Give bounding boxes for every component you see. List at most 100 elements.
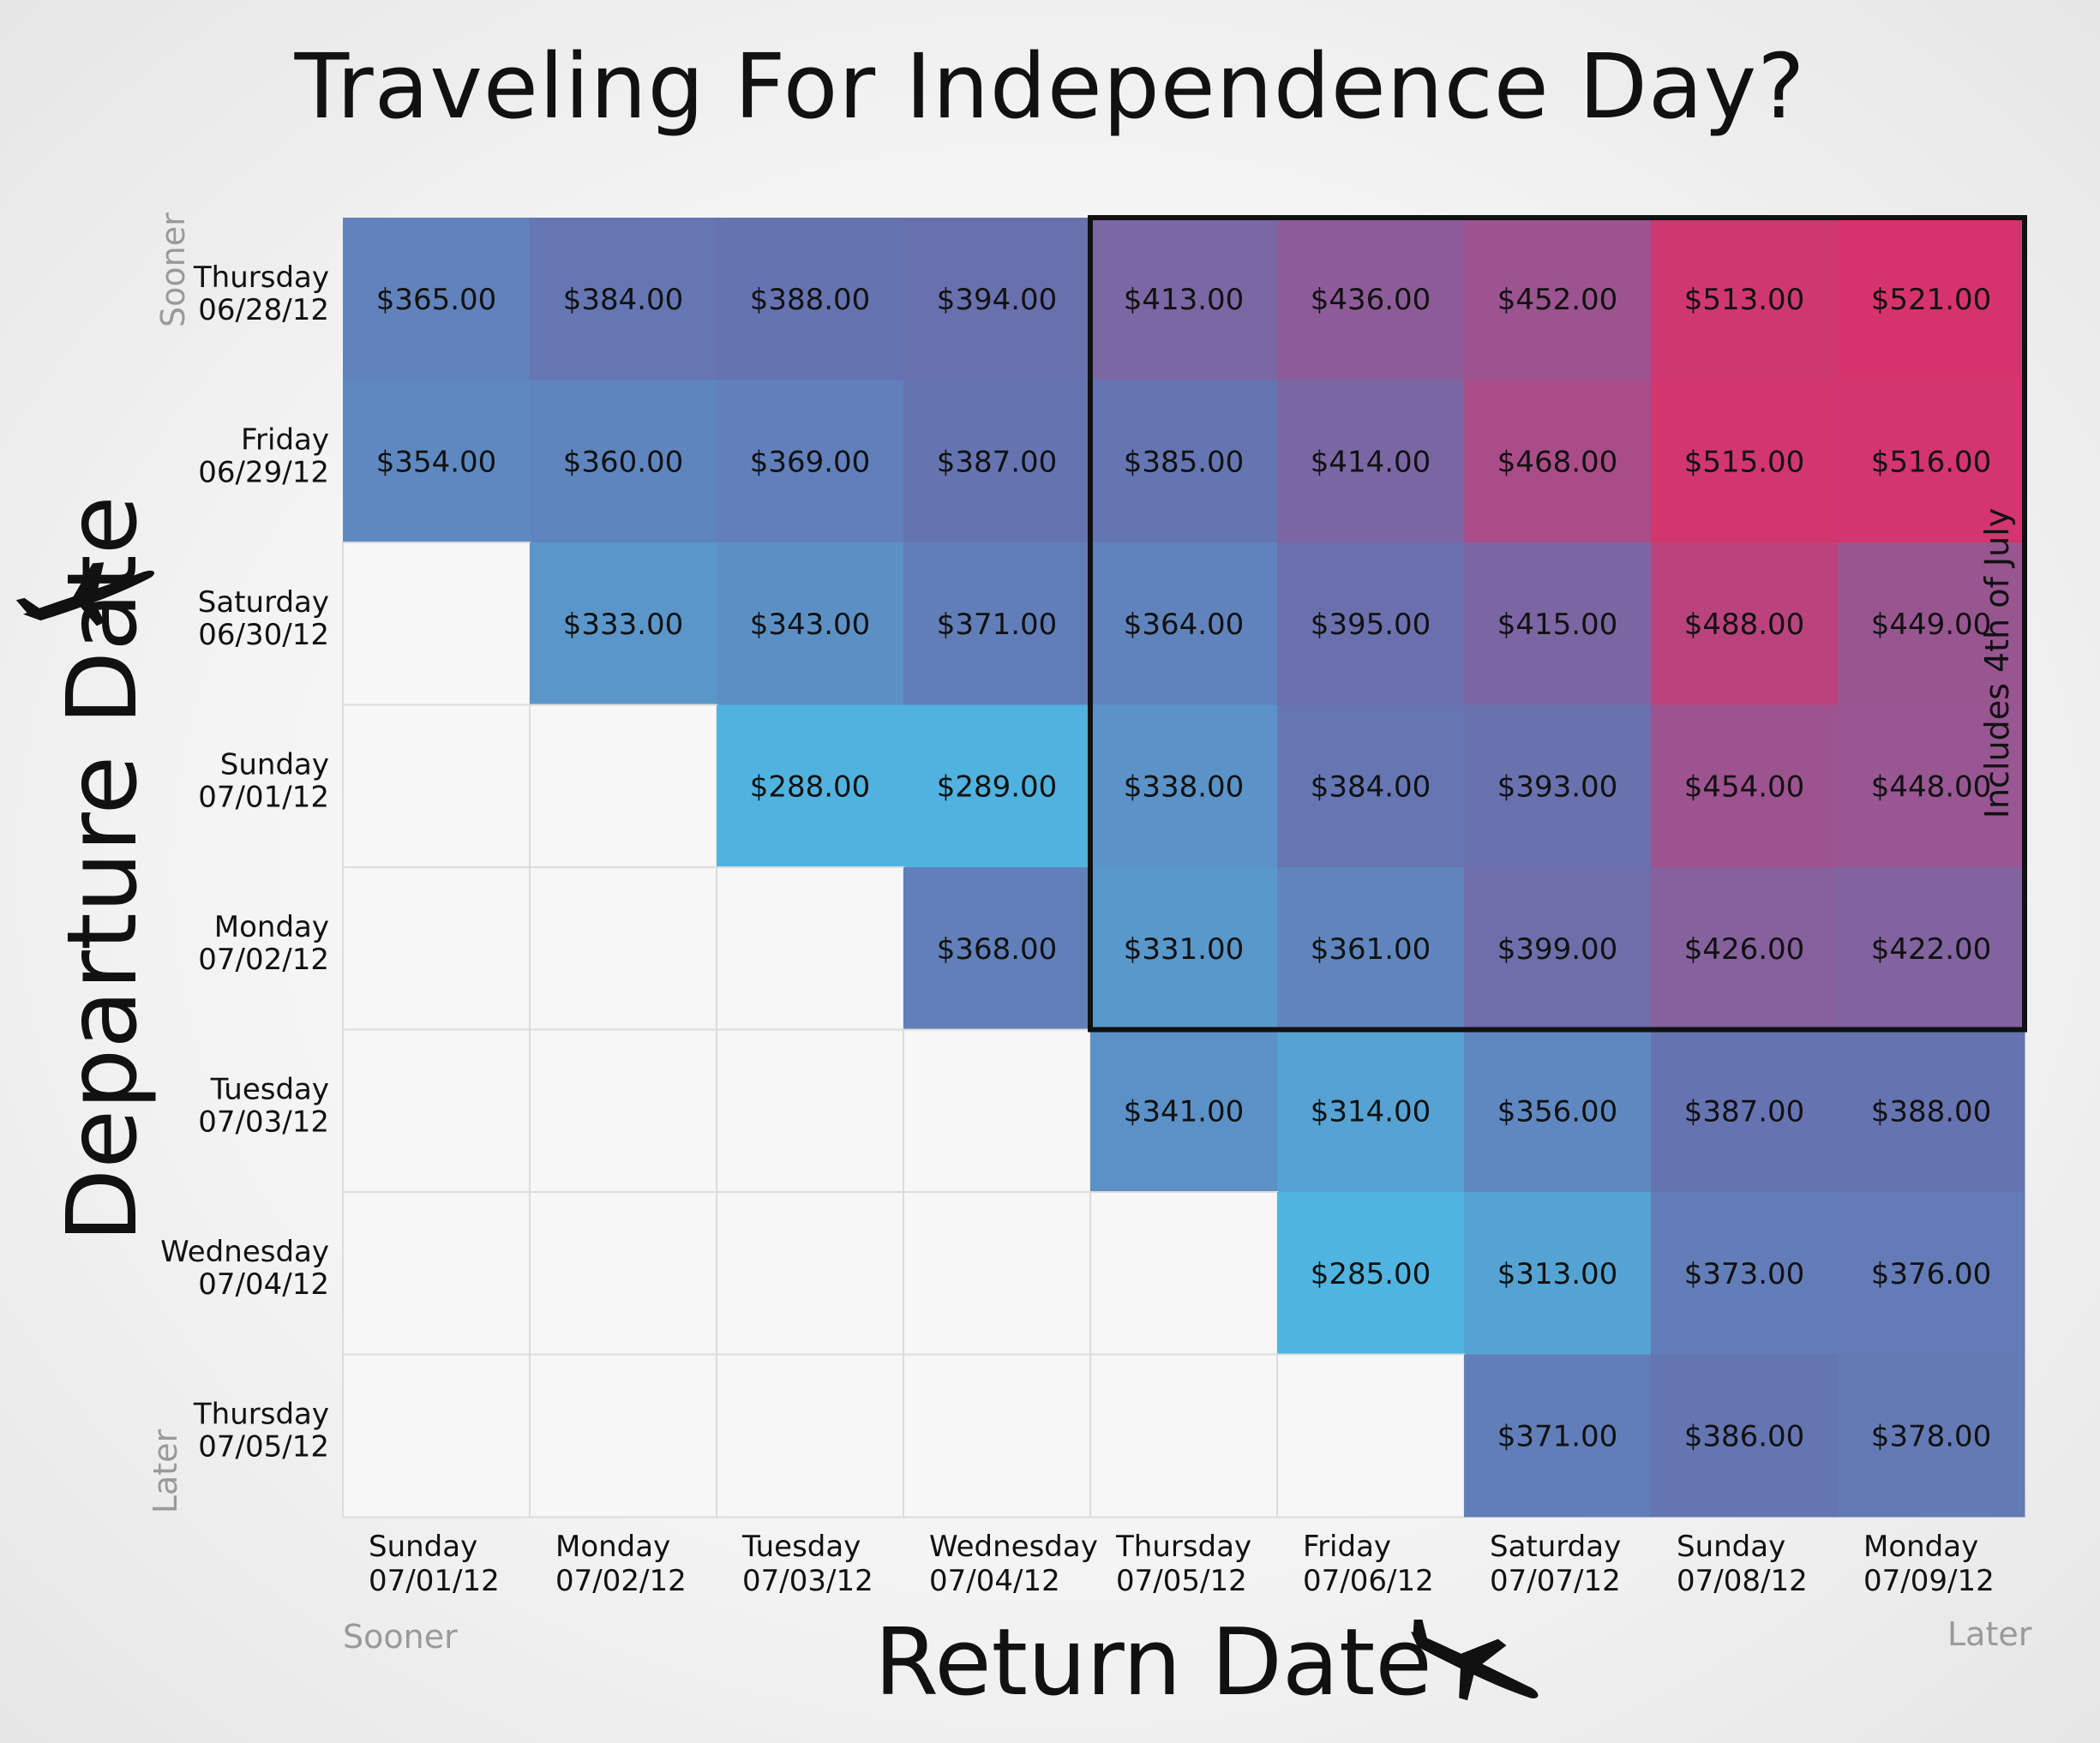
cell-value-label: $388.00 (1871, 1094, 1992, 1129)
x-tick-label-day: Wednesday (929, 1530, 1098, 1564)
cell-value-label: $415.00 (1497, 608, 1618, 642)
heatmap-cell (1090, 704, 1278, 868)
cell-value-label: $516.00 (1871, 445, 1992, 479)
cell-value-label: $488.00 (1684, 608, 1805, 642)
x-sooner-label: Sooner (343, 1618, 458, 1656)
y-tick-label-date: 07/02/12 (198, 943, 329, 977)
y-axis-title: Departure Date (47, 495, 159, 1243)
heatmap-cell (1651, 218, 1839, 380)
heatmap-empty-cell (1276, 1353, 1466, 1518)
cell-value-label: $387.00 (937, 445, 1058, 479)
cell-value-label: $285.00 (1311, 1257, 1431, 1291)
cell-value-label: $384.00 (563, 283, 684, 317)
heatmap-cell (903, 867, 1091, 1030)
cell-value-label: $378.00 (1871, 1419, 1992, 1453)
cell-value-label: $371.00 (937, 608, 1058, 642)
cell-value-label: $414.00 (1311, 445, 1431, 479)
cell-value-label: $338.00 (1124, 770, 1245, 804)
heatmap-cell (717, 380, 904, 543)
heatmap-empty-cell (529, 704, 718, 869)
y-tick-label-date: 07/01/12 (198, 780, 329, 814)
y-tick-label-date: 07/04/12 (198, 1267, 329, 1302)
cell-value-label: $454.00 (1684, 770, 1805, 804)
heatmap-cell (1651, 1029, 1839, 1193)
x-tick-label-date: 07/01/12 (369, 1564, 500, 1598)
y-tick-label-date: 06/30/12 (198, 618, 329, 652)
heatmap-empty-cell (716, 1191, 905, 1356)
cell-value-label: $385.00 (1124, 445, 1245, 479)
x-tick-label-date: 07/05/12 (1116, 1564, 1247, 1598)
heatmap-cell (1464, 1192, 1652, 1355)
heatmap-cell (903, 704, 1091, 868)
y-tick-label-day: Sunday (220, 747, 329, 782)
cell-value-label: $289.00 (937, 770, 1058, 804)
cell-value-label: $413.00 (1124, 283, 1245, 317)
heatmap-empty-cell (903, 1353, 1092, 1518)
x-tick-label-date: 07/07/12 (1490, 1564, 1621, 1598)
y-tick-label-day: Thursday (193, 1397, 329, 1431)
cell-value-label: $388.00 (750, 283, 871, 317)
cell-value-label: $313.00 (1497, 1257, 1618, 1291)
y-sooner-label: Sooner (154, 213, 192, 327)
highlight-box (1088, 215, 2027, 1033)
cell-value-label: $448.00 (1871, 770, 1992, 804)
cell-value-label: $422.00 (1871, 932, 1992, 967)
heatmap-cell (1651, 704, 1839, 868)
heatmap-cell (1090, 218, 1278, 380)
heatmap-cell (1838, 542, 2025, 705)
heatmap-empty-cell (1089, 1191, 1279, 1356)
x-tick-label-day: Tuesday (741, 1530, 861, 1564)
heatmap-empty-cell (342, 542, 531, 706)
heatmap-empty-cell (529, 1028, 718, 1194)
heatmap-cell (1090, 867, 1278, 1030)
y-tick-label-day: Friday (241, 422, 329, 457)
heatmap-cell (1838, 1029, 2025, 1193)
heatmap-cell (1838, 867, 2025, 1030)
cell-value-label: $364.00 (1124, 608, 1245, 642)
cell-value-label: $343.00 (750, 608, 871, 642)
cell-value-label: $384.00 (1311, 770, 1431, 804)
cell-value-label: $369.00 (750, 445, 871, 479)
cell-value-label: $399.00 (1497, 932, 1618, 967)
cell-value-label: $449.00 (1871, 608, 1992, 642)
cell-value-label: $331.00 (1124, 932, 1245, 967)
plane-landing-icon (1411, 1620, 1539, 1701)
heatmap-cell (1838, 704, 2025, 868)
heatmap-cell (530, 542, 717, 705)
y-tick-label-date: 07/05/12 (198, 1429, 329, 1464)
cell-value-label: $513.00 (1684, 283, 1805, 317)
cell-value-label: $387.00 (1684, 1094, 1805, 1129)
heatmap-cell (1464, 218, 1652, 380)
y-tick-label-day: Tuesday (210, 1072, 329, 1106)
heatmap-empty-cell (529, 1353, 718, 1518)
cell-value-label: $360.00 (563, 445, 684, 479)
cell-value-label: $373.00 (1684, 1257, 1805, 1291)
x-tick-label-day: Monday (555, 1530, 670, 1564)
heatmap-cell (1651, 542, 1839, 705)
highlight-note: Includes 4th of July (1978, 507, 2016, 819)
y-tick-label-date: 06/29/12 (198, 455, 329, 489)
heatmap-cell (1277, 1192, 1465, 1355)
heatmap-cell (1651, 867, 1839, 1030)
heatmap-empty-cell (903, 1028, 1092, 1194)
cell-value-label: $365.00 (376, 283, 497, 317)
heatmap-cell (717, 218, 904, 380)
y-tick-label-date: 07/03/12 (198, 1105, 329, 1139)
heatmap-cell (1838, 218, 2025, 380)
x-axis-title: Return Date (874, 1609, 1432, 1716)
cell-value-label: $361.00 (1311, 932, 1431, 967)
x-tick-label-date: 07/06/12 (1303, 1564, 1434, 1598)
cell-value-label: $354.00 (376, 445, 497, 479)
cell-value-label: $314.00 (1311, 1094, 1431, 1129)
heatmap-cell (1464, 542, 1652, 705)
y-tick-label-day: Thursday (193, 261, 329, 295)
cell-value-label: $468.00 (1497, 445, 1618, 479)
heatmap-empty-cell (1089, 1353, 1279, 1518)
heatmap-cell (1464, 867, 1652, 1030)
cell-value-label: $436.00 (1311, 283, 1431, 317)
x-later-label: Later (1947, 1615, 2032, 1653)
cell-value-label: $395.00 (1311, 608, 1431, 642)
heatmap-cell (903, 218, 1091, 380)
heatmap-empty-cell (342, 1353, 531, 1518)
